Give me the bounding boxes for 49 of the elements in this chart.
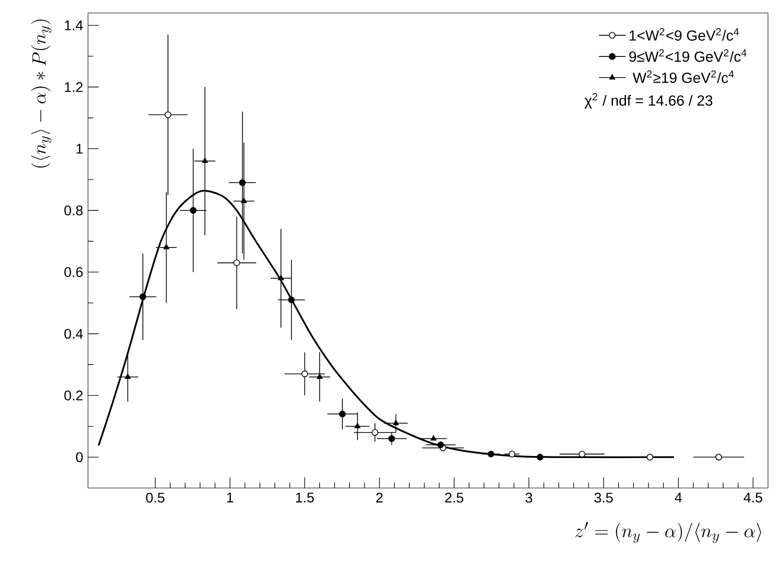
point <box>646 454 654 460</box>
x-tick-label: 4.5 <box>744 492 762 502</box>
point <box>190 207 197 214</box>
x-tick-label: 4 <box>674 492 682 502</box>
legend-label: 1<W$^{2}$<9 GeV$^{2}$/c$^{4}$ <box>630 28 739 41</box>
point <box>715 454 722 460</box>
point <box>388 435 396 442</box>
x-tick-label: 2.5 <box>445 492 464 503</box>
point <box>536 454 544 460</box>
y-tick-label: 0.6 <box>64 267 83 278</box>
x-tick-label: 2 <box>376 492 383 502</box>
point <box>163 244 170 250</box>
point <box>278 274 284 280</box>
point <box>430 435 436 441</box>
point <box>240 198 247 204</box>
point <box>578 450 586 458</box>
legend-label: 9≤W$^{2}$<19 GeV$^{2}$/c$^{4}$ <box>629 49 746 62</box>
point <box>124 374 131 379</box>
point <box>392 420 399 426</box>
x-tick-label: 3.5 <box>594 492 613 503</box>
legend-label: W$^{2}$≥19 GeV$^{2}$/c$^{4}$ <box>632 70 734 83</box>
y-tick-label: 0.2 <box>64 390 83 400</box>
y-axis-title: $(\langle n_y \rangle - \alpha) * P(n_y)$ <box>31 20 52 168</box>
point <box>372 429 378 436</box>
x-axis-title: $z' = (n_y - \alpha) / \langle n_y - \alpha \rangle$ <box>575 522 762 543</box>
point <box>233 259 240 266</box>
point <box>288 296 295 304</box>
y-tick-label: 1 <box>76 144 83 154</box>
y-tick-label: 1.2 <box>64 82 83 92</box>
x-tick-label: 1 <box>227 492 234 502</box>
point <box>239 179 246 186</box>
point <box>354 422 360 428</box>
x-tick-label: 0.5 <box>146 492 164 503</box>
x-tick-label: 1.5 <box>296 492 314 502</box>
y-tick-label: 1.4 <box>64 20 83 30</box>
point <box>164 111 172 118</box>
point <box>488 450 494 458</box>
y-tick-label: 0 <box>76 452 83 462</box>
point <box>316 374 323 379</box>
y-tick-label: 0.4 <box>64 328 83 339</box>
point <box>202 158 208 163</box>
point <box>508 450 516 458</box>
point <box>301 370 308 378</box>
annotation: χ$^{2}$ / ndf = 14.66 / 23 <box>584 93 712 109</box>
point <box>339 410 346 418</box>
y-tick-label: 0.8 <box>64 205 83 216</box>
point <box>140 293 146 300</box>
x-tick-label: 3 <box>526 492 532 503</box>
point <box>437 441 444 448</box>
